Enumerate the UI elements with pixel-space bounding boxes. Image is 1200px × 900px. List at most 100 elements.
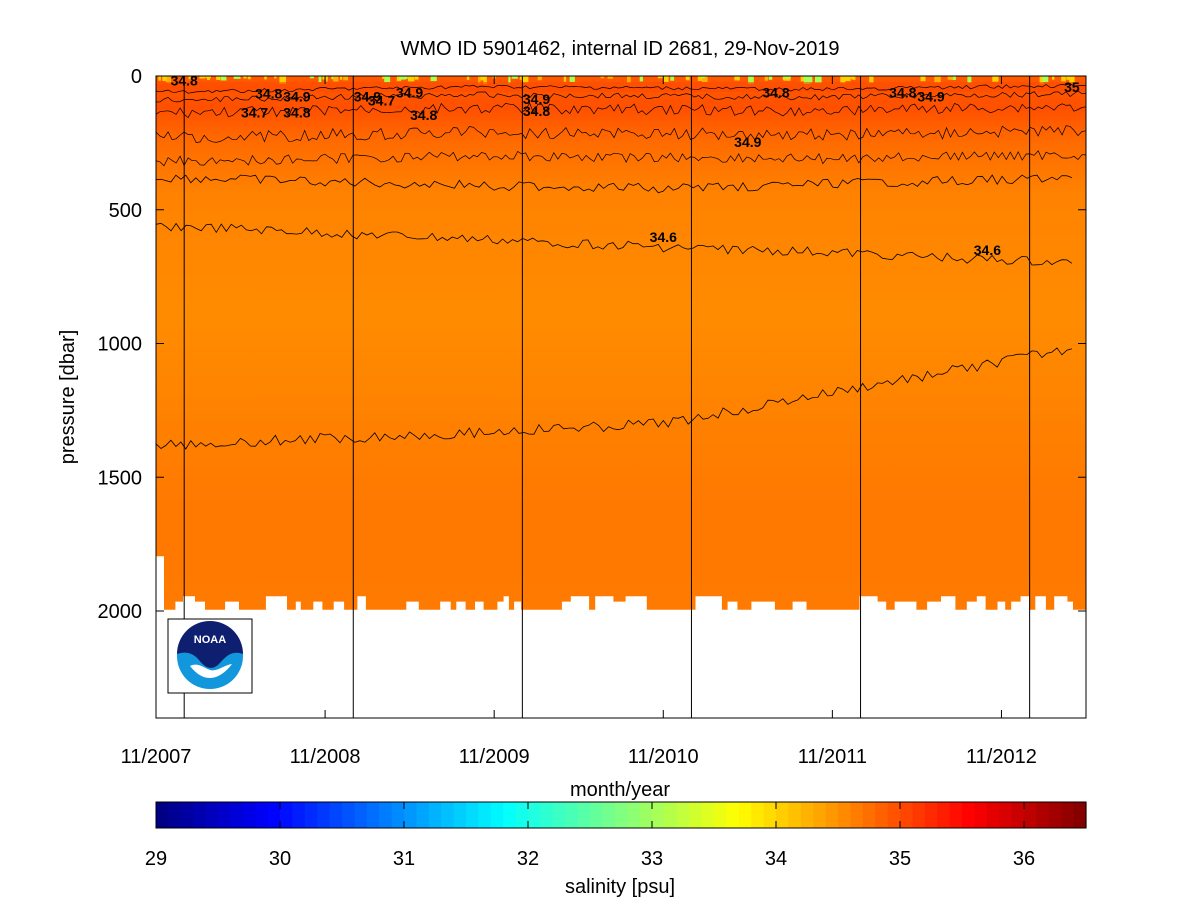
surface-patch xyxy=(840,76,846,84)
colorbar-cell xyxy=(180,802,194,828)
colorbar-cell xyxy=(441,802,455,828)
surface-patch xyxy=(333,76,339,82)
colorbar-cell xyxy=(614,802,628,828)
contour-label: 34.9 xyxy=(283,88,310,104)
colorbar-cell xyxy=(974,802,988,828)
contour-label: 35 xyxy=(1064,79,1080,95)
colorbar-cell xyxy=(751,802,765,828)
surface-patch xyxy=(670,76,675,81)
colorbar-cell xyxy=(776,802,789,828)
contour-label: 34.9 xyxy=(917,88,944,104)
contour-label: 34.8 xyxy=(410,107,437,123)
colorbar-tick-label: 34 xyxy=(765,848,787,870)
colorbar-tick-label: 33 xyxy=(641,848,663,870)
surface-patch xyxy=(764,76,769,81)
surface-patch xyxy=(521,76,529,83)
colorbar-cell xyxy=(218,802,231,828)
surface-patch xyxy=(844,76,851,82)
surface-patch xyxy=(414,76,419,80)
colorbar-cell xyxy=(317,802,331,828)
colorbar-cell xyxy=(738,802,752,828)
surface-patch xyxy=(274,76,277,79)
colorbar-tick-label: 29 xyxy=(145,848,167,870)
colorbar-cell xyxy=(354,802,368,828)
surface-patch xyxy=(784,76,791,79)
surface-patch xyxy=(967,76,972,83)
contour-line xyxy=(156,102,1086,119)
contour-label: 34.8 xyxy=(762,84,789,100)
colorbar-cell xyxy=(552,802,566,828)
surface-patch xyxy=(607,76,613,79)
colorbar-cell xyxy=(255,802,269,828)
surface-patch xyxy=(992,76,999,82)
colorbar-cell xyxy=(875,802,889,828)
plot-area: 34.834.8 34.934.7 34.834.934.7 34.934.834.9… xyxy=(156,76,1086,718)
colorbar-cell xyxy=(962,802,975,828)
surface-patch xyxy=(158,76,161,81)
contour-labels: 34.834.8 34.934.7 34.834.934.7 34.934.834.9… xyxy=(171,76,1080,258)
colorbar-cell xyxy=(825,802,839,828)
surface-patch xyxy=(220,76,227,81)
colorbar-cell xyxy=(490,802,504,828)
colorbar-cell xyxy=(999,802,1013,828)
colorbar-cell xyxy=(267,802,281,828)
surface-patch xyxy=(466,76,470,80)
surface-patch xyxy=(382,76,385,79)
surface-patch xyxy=(340,76,343,79)
colorbar-cell xyxy=(168,802,182,828)
y-tick-label: 0 xyxy=(131,66,142,88)
colorbar-cell xyxy=(515,802,529,828)
colorbar-cell xyxy=(577,802,591,828)
colorbar-cell xyxy=(949,802,963,828)
colorbar-cell xyxy=(937,802,951,828)
colorbar-cell xyxy=(292,802,306,828)
colorbar-cell xyxy=(565,802,579,828)
colorbar-cell xyxy=(503,802,517,828)
x-axis-label: month/year xyxy=(570,779,670,801)
colorbar-cell xyxy=(453,802,467,828)
colorbar-tick-label: 32 xyxy=(517,848,539,870)
colorbar-cell xyxy=(763,802,777,828)
surface-patch xyxy=(478,76,481,84)
colorbar-cell xyxy=(304,802,318,828)
surface-patch xyxy=(343,76,348,81)
surface-patch xyxy=(663,76,669,82)
surface-patch xyxy=(511,76,518,79)
surface-patch xyxy=(243,76,247,79)
colorbar-cell xyxy=(205,802,219,828)
contour-line xyxy=(156,222,1073,266)
salinity-field xyxy=(156,76,1086,611)
surface-patch xyxy=(748,76,754,84)
x-tick-label: 11/2012 xyxy=(966,746,1037,768)
colorbar-cell xyxy=(1073,802,1087,828)
colorbar-cell xyxy=(900,802,913,828)
surface-patch xyxy=(768,76,773,80)
surface-patch xyxy=(408,76,415,82)
x-tick-label: 11/2007 xyxy=(121,746,192,768)
surface-patch xyxy=(1039,76,1044,84)
contour-label: 34.9 xyxy=(354,88,381,104)
surface-layer xyxy=(156,76,1086,92)
colorbar-cell xyxy=(466,802,479,828)
surface-patch xyxy=(701,76,708,82)
surface-patch xyxy=(701,76,705,78)
y-axis-label: pressure [dbar] xyxy=(57,330,79,465)
surface-band xyxy=(156,82,1086,92)
surface-patch xyxy=(800,76,806,82)
surface-patch xyxy=(947,76,954,80)
colorbar-tick-label: 31 xyxy=(393,848,415,870)
y-tick-label: 1500 xyxy=(98,467,143,489)
colorbar-cell xyxy=(342,802,355,828)
surface-patch xyxy=(508,76,511,84)
contour-label: 34.8 xyxy=(255,86,282,102)
colorbar-cell xyxy=(850,802,864,828)
noaa-logo-text: NOAA xyxy=(194,634,226,646)
colorbar-cell xyxy=(379,802,393,828)
colorbar-cell xyxy=(230,802,244,828)
surface-patch xyxy=(384,76,391,83)
surface-patch xyxy=(783,76,791,81)
colorbar-cell xyxy=(689,802,703,828)
plot-frame xyxy=(155,75,1087,719)
surface-patch xyxy=(216,76,221,80)
